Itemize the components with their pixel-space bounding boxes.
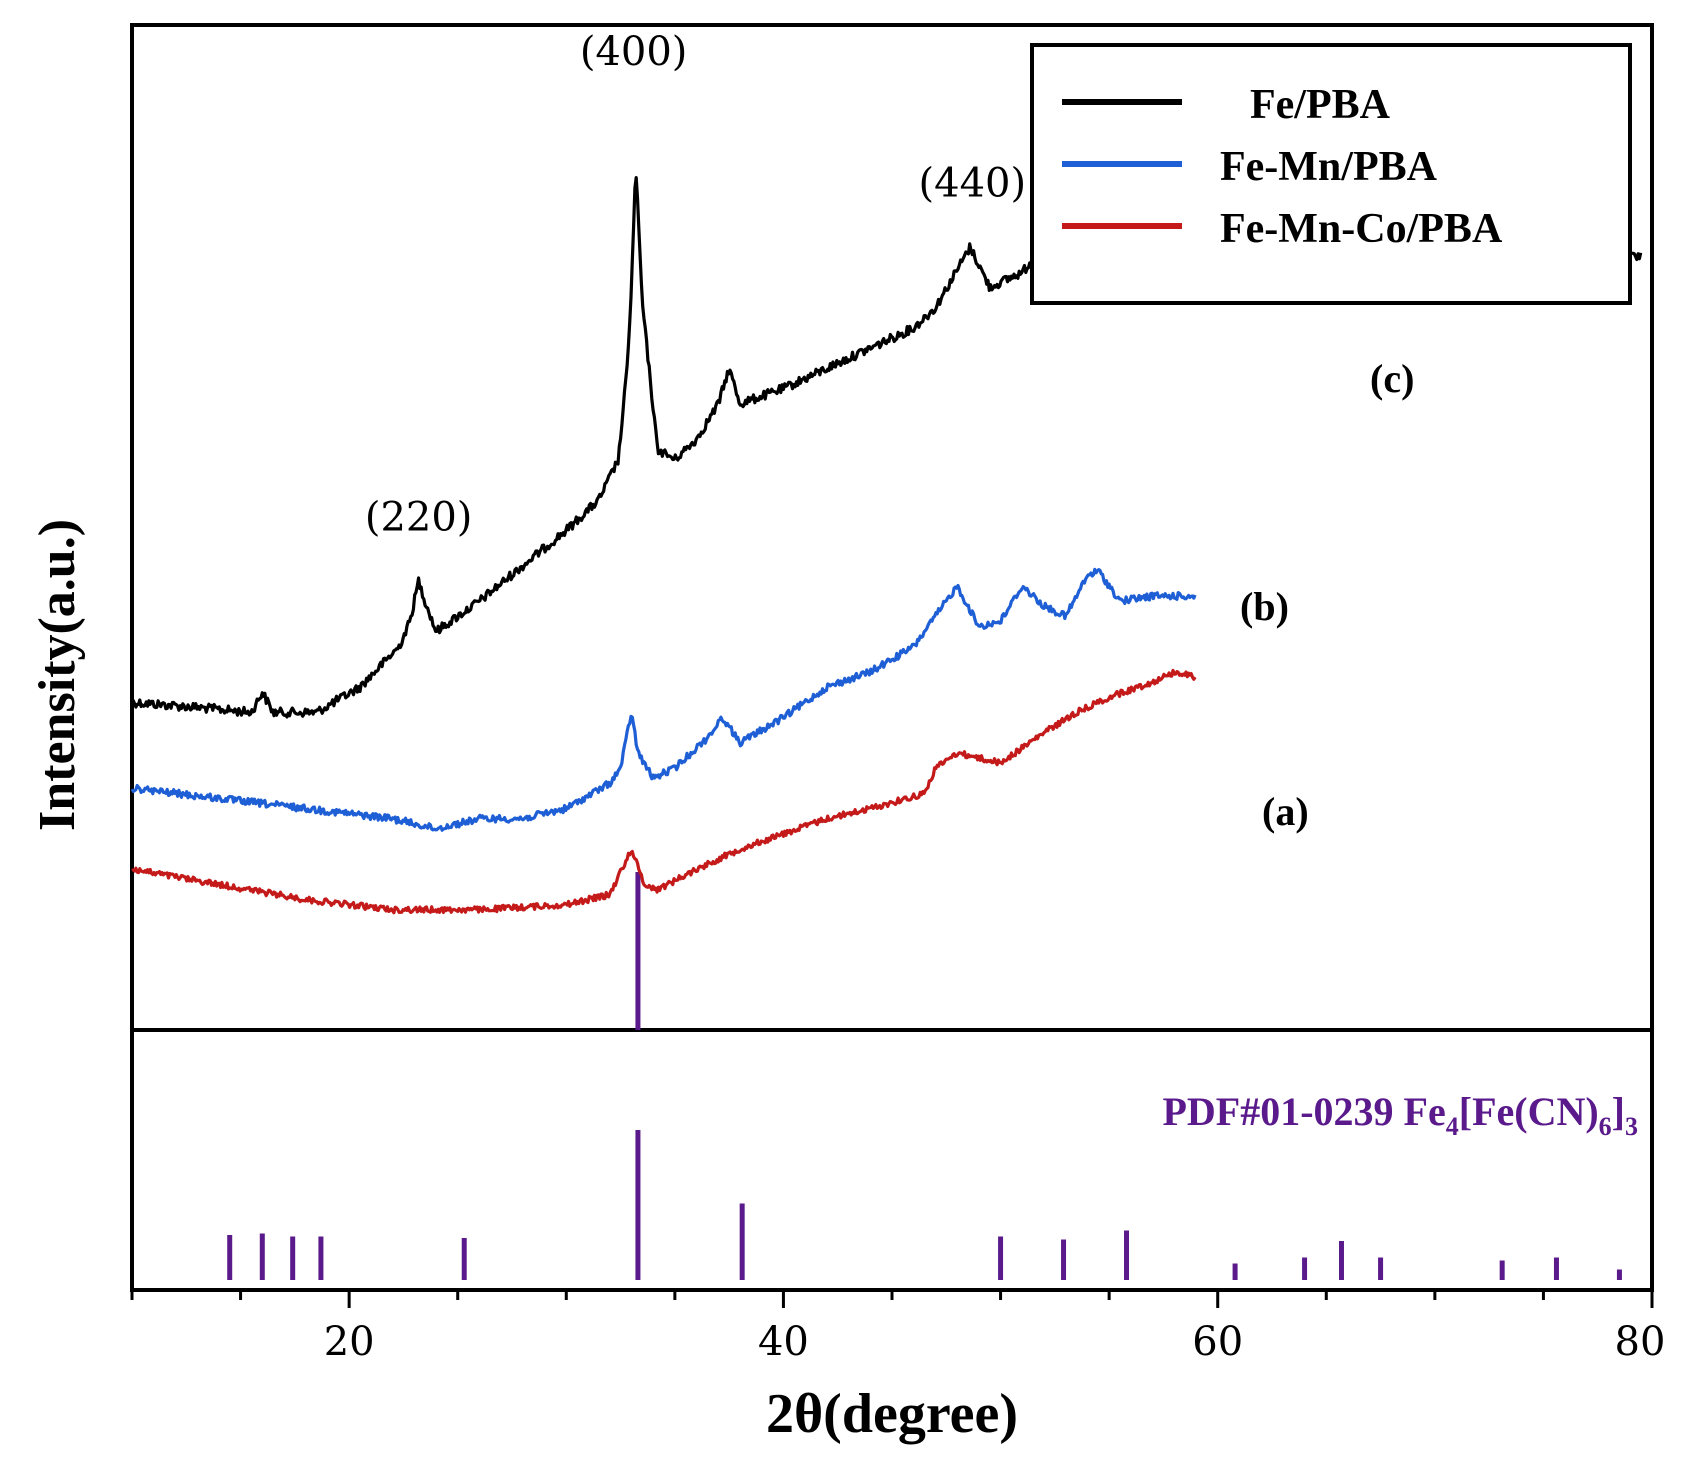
legend-label-fe: Fe/PBA (1250, 82, 1391, 128)
peak-label-220: (220) (365, 494, 473, 540)
legend-label-fe-mn: Fe-Mn/PBA (1220, 144, 1438, 190)
x-tick-label: 80 (1615, 1319, 1666, 1365)
curve-tag-b: (b) (1240, 584, 1289, 629)
series-line-fe-mn-co-pba (131, 668, 1197, 915)
legend-box (1030, 43, 1632, 305)
curve-tag-c: (c) (1370, 356, 1414, 401)
legend: Fe/PBA Fe-Mn/PBA Fe-Mn-Co/PBA (1030, 43, 1632, 305)
series-line-fe-mn-pba (130, 567, 1197, 832)
y-axis-label: Intensity(a.u.) (29, 519, 86, 831)
x-tick-label: 20 (324, 1319, 375, 1365)
curve-tag-a: (a) (1262, 789, 1309, 834)
x-axis-label: 2θ(degree) (766, 1383, 1018, 1445)
reference-label: PDF#01-0239 Fe4[Fe(CN)6]3 (1162, 1089, 1638, 1141)
peak-label-440: (440) (919, 160, 1027, 206)
x-tick-label: 40 (758, 1319, 809, 1365)
reference-sticks (227, 872, 1622, 1280)
x-tick-label: 60 (1192, 1319, 1243, 1365)
legend-label-fe-mn-co: Fe-Mn-Co/PBA (1220, 206, 1503, 252)
x-ticks: 20 40 60 80 (130, 1290, 1666, 1365)
peak-label-400: (400) (580, 29, 688, 75)
